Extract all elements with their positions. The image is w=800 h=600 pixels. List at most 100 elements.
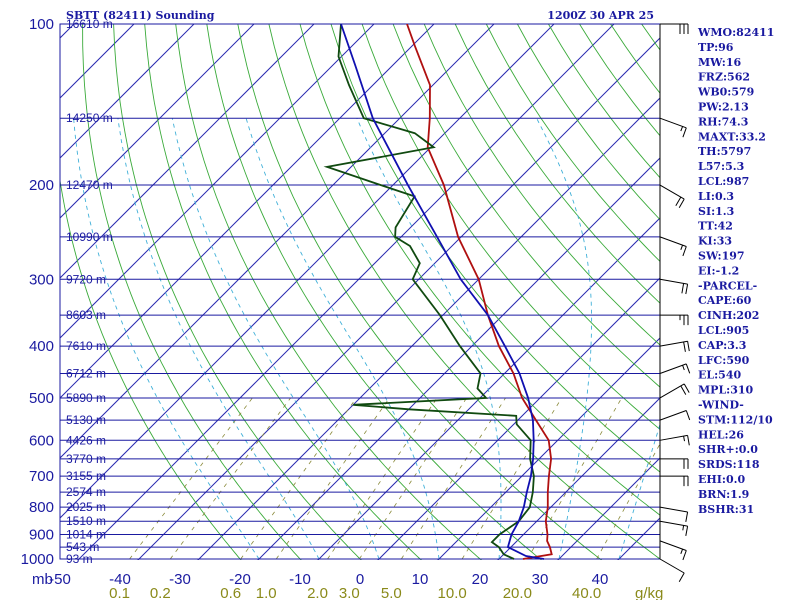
wind-barb [659, 184, 685, 208]
pressure-tick-label: 900 [29, 527, 54, 544]
wind-barb-shaft [659, 558, 685, 574]
index-item: L57:5.3 [698, 160, 744, 173]
wind-barb [659, 434, 690, 446]
wind-barb-half-flag [680, 548, 684, 554]
height-label: 5890 m [66, 391, 106, 405]
wind-barb [659, 458, 689, 469]
pressure-tick-label: 800 [29, 499, 54, 516]
dry-adiabat-line [268, 24, 660, 560]
isotherm-line [60, 24, 255, 219]
wind-barb-half-flag [682, 365, 685, 371]
wind-barb [659, 558, 685, 582]
pressure-tick-label: 700 [29, 468, 54, 485]
wind-barb [659, 410, 691, 421]
height-label: 10990 m [66, 230, 113, 244]
wind-barb-half-flag [682, 525, 685, 531]
dry-adiabat-line [144, 24, 422, 560]
wind-barb-flag [682, 127, 687, 138]
dry-adiabat-line [113, 24, 362, 560]
sounding-time: 1200Z 30 APR 25 [547, 9, 654, 22]
pressure-tick-label: 600 [29, 432, 54, 449]
profile-line-2 [340, 24, 545, 560]
isotherm-line [437, 337, 660, 560]
temperature-tick-label: -40 [109, 571, 131, 588]
index-item: EHI:0.0 [698, 473, 745, 486]
index-item: -WIND- [698, 399, 744, 412]
mixing-ratio-line [596, 443, 660, 560]
index-item: WMO:82411 [697, 26, 774, 39]
index-item: EL:540 [698, 369, 741, 382]
isotherm-line [377, 277, 660, 560]
dry-adiabat-line [392, 24, 660, 388]
height-label: 7610 m [66, 339, 106, 353]
temperature-tick-label: -30 [169, 571, 191, 588]
pressure-axis-label: mb [32, 571, 53, 588]
index-item: RH:74.3 [698, 115, 748, 128]
index-item: HEL:26 [698, 428, 744, 441]
height-label: 8603 m [66, 308, 106, 322]
wind-barb-shaft [659, 278, 688, 285]
mixing-ratio-label: 0.2 [150, 585, 171, 600]
height-label: 16610 m [66, 17, 113, 31]
station-title: SBTT (82411) Sounding [66, 9, 215, 22]
index-item: TP:96 [698, 41, 734, 54]
wind-barb-flag [675, 196, 682, 206]
wind-barb-flag [685, 410, 691, 421]
height-label: 12470 m [66, 178, 113, 192]
height-label: 6712 m [66, 366, 106, 380]
height-label: 2025 m [66, 500, 106, 514]
wind-barb-half-flag [680, 126, 684, 132]
temperature-tick-label: 40 [592, 571, 609, 588]
moist-adiabat-line [117, 118, 320, 560]
dry-adiabat-line [175, 24, 482, 560]
temperature-tick-label: 10 [412, 571, 429, 588]
wind-barb-shaft [659, 434, 688, 441]
temperature-tick-label: -50 [49, 571, 71, 588]
isotherm-line [497, 397, 660, 560]
wind-barb-flag [682, 246, 687, 257]
dry-adiabat-line [766, 24, 800, 570]
index-item: CAPE:60 [698, 294, 752, 307]
wind-barb [659, 383, 690, 399]
mixing-ratio-unit: g/kg [635, 585, 663, 600]
wind-barb-flag [680, 385, 687, 395]
mixing-ratio-line [169, 397, 291, 560]
height-label: 93 m [66, 552, 93, 566]
isotherm-line [257, 157, 660, 560]
wind-barb-shaft [659, 340, 688, 347]
dry-adiabat-line [423, 24, 660, 346]
dry-adiabat-line [579, 24, 660, 137]
mixing-ratio-label: 40.0 [572, 585, 601, 600]
index-item: KI:33 [698, 235, 732, 248]
isotherm-line [77, 24, 615, 560]
mixing-ratio-label: 2.0 [307, 585, 328, 600]
dry-adiabat-line [517, 24, 660, 221]
dry-adiabat-line [237, 24, 603, 560]
wind-barb-flag [685, 363, 691, 374]
pressure-tick-label: 300 [29, 271, 54, 288]
moist-adiabat-line [171, 118, 380, 560]
wind-barb-shaft [659, 520, 688, 527]
wind-barb-shaft [659, 383, 685, 399]
dry-adiabat-line [330, 24, 660, 473]
dry-adiabat-line [60, 177, 242, 560]
isotherm-line [60, 24, 375, 339]
wind-barb [659, 278, 689, 295]
height-label: 543 m [66, 540, 99, 554]
wind-barb-half-flag [680, 244, 684, 250]
dry-adiabat-line [454, 24, 660, 304]
index-item: LFC:590 [698, 354, 750, 367]
dry-adiabat-line [299, 24, 660, 516]
index-item: TH:5797 [698, 145, 751, 158]
pressure-tick-label: 200 [29, 177, 54, 194]
index-item: LCL:987 [698, 175, 749, 188]
wind-barb [659, 340, 690, 352]
wind-barb [659, 236, 687, 257]
wind-barb [659, 363, 691, 374]
dry-adiabat-line [82, 24, 302, 560]
isotherm-line [60, 24, 315, 279]
isotherm-line [60, 24, 555, 519]
index-item: MW:16 [698, 56, 741, 69]
mixing-ratio-label: 20.0 [503, 585, 532, 600]
